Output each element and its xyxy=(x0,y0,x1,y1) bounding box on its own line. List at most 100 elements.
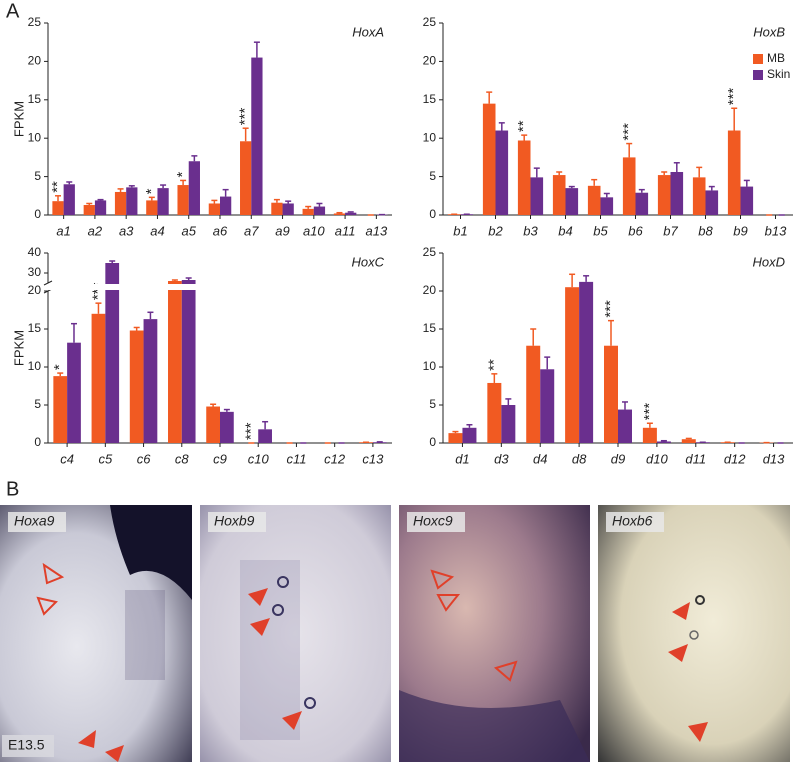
y-tick-label: 10 xyxy=(28,130,42,144)
x-tick-label: c11 xyxy=(286,451,306,466)
y-tick-label: 20 xyxy=(28,54,42,68)
bar xyxy=(706,190,719,215)
x-tick-label: b6 xyxy=(628,223,643,238)
bar xyxy=(115,192,126,215)
x-tick-label: d3 xyxy=(494,451,509,466)
x-tick-label: a6 xyxy=(213,223,228,238)
bar xyxy=(220,197,231,215)
x-tick-label: a4 xyxy=(150,223,164,238)
photo xyxy=(598,505,790,762)
significance-mark: * xyxy=(143,188,160,194)
y-tick-label: 10 xyxy=(423,359,437,373)
significance-mark: ** xyxy=(515,120,532,132)
chart-title: HoxA xyxy=(352,24,384,39)
x-tick-label: b7 xyxy=(663,223,678,238)
bar xyxy=(448,433,462,443)
bar xyxy=(130,331,144,443)
y-tick-label: 20 xyxy=(28,283,42,297)
bar xyxy=(92,314,106,443)
bar xyxy=(623,157,636,215)
x-tick-label: d8 xyxy=(572,451,587,466)
bar xyxy=(601,197,614,215)
bar xyxy=(67,343,81,443)
x-tick-label: d12 xyxy=(724,451,746,466)
significance-mark: * xyxy=(51,364,68,370)
bar xyxy=(303,209,314,215)
bar xyxy=(283,203,294,215)
x-tick-label: b5 xyxy=(593,223,608,238)
bar xyxy=(53,376,67,443)
bar xyxy=(189,161,200,215)
photo-panel xyxy=(200,505,391,762)
photo-stain xyxy=(240,560,300,740)
x-tick-label: a2 xyxy=(88,223,103,238)
x-tick-label: b3 xyxy=(523,223,538,238)
bar xyxy=(658,175,671,215)
bar xyxy=(209,203,220,215)
legend-label: MB xyxy=(767,51,785,65)
x-tick-label: a13 xyxy=(366,223,388,238)
bar xyxy=(146,200,157,215)
y-tick-label: 15 xyxy=(423,92,437,106)
x-tick-label: d9 xyxy=(611,451,625,466)
x-tick-label: d10 xyxy=(646,451,668,466)
significance-mark: *** xyxy=(602,300,619,318)
bar xyxy=(334,213,345,215)
bar xyxy=(693,177,706,215)
axis-break-gap xyxy=(49,284,392,290)
significance-mark: ** xyxy=(49,181,66,193)
bar xyxy=(182,280,196,443)
y-tick-label: 25 xyxy=(423,15,437,29)
bar xyxy=(483,104,496,215)
y-tick-label: 5 xyxy=(429,169,436,183)
photo-label: Hoxb6 xyxy=(612,513,653,529)
y-tick-label: 5 xyxy=(34,397,41,411)
x-tick-label: b13 xyxy=(765,223,787,238)
y-tick-label: 0 xyxy=(34,207,41,221)
x-tick-label: c10 xyxy=(248,451,270,466)
y-tick-label: 10 xyxy=(28,359,42,373)
bar xyxy=(682,439,696,443)
bar xyxy=(565,287,579,443)
x-tick-label: b2 xyxy=(488,223,503,238)
chart-title: HoxC xyxy=(351,254,384,269)
bar xyxy=(526,346,540,443)
x-tick-label: b1 xyxy=(453,223,467,238)
bar xyxy=(496,131,509,215)
y-tick-label: 20 xyxy=(423,283,437,297)
x-tick-label: a11 xyxy=(335,223,356,238)
significance-mark: *** xyxy=(620,123,637,141)
bar xyxy=(345,213,356,215)
bar xyxy=(671,172,684,215)
x-tick-label: a10 xyxy=(303,223,325,238)
bar xyxy=(168,281,182,443)
x-tick-label: c6 xyxy=(137,451,152,466)
y-tick-label: 10 xyxy=(423,130,437,144)
x-tick-label: d4 xyxy=(533,451,547,466)
bar xyxy=(251,58,262,215)
bar xyxy=(462,428,476,443)
chart-title: HoxB xyxy=(753,24,785,39)
significance-mark: ** xyxy=(485,359,502,371)
bar xyxy=(604,346,618,443)
panel-label: B xyxy=(6,478,19,500)
bar xyxy=(177,185,188,215)
bar xyxy=(728,131,741,215)
bar xyxy=(531,177,544,215)
y-tick-label: 5 xyxy=(34,169,41,183)
bar xyxy=(258,429,272,443)
bar xyxy=(579,282,593,443)
x-tick-label: c8 xyxy=(175,451,190,466)
significance-mark: *** xyxy=(641,403,658,421)
y-tick-label: 0 xyxy=(429,207,436,221)
y-tick-label: 15 xyxy=(28,92,42,106)
bar xyxy=(144,319,158,443)
bar xyxy=(588,186,601,215)
chart-title: HoxD xyxy=(752,254,785,269)
significance-mark: *** xyxy=(237,108,254,126)
photo-stain xyxy=(125,590,165,680)
bar xyxy=(206,407,220,443)
bar xyxy=(618,410,632,443)
x-tick-label: b4 xyxy=(558,223,572,238)
